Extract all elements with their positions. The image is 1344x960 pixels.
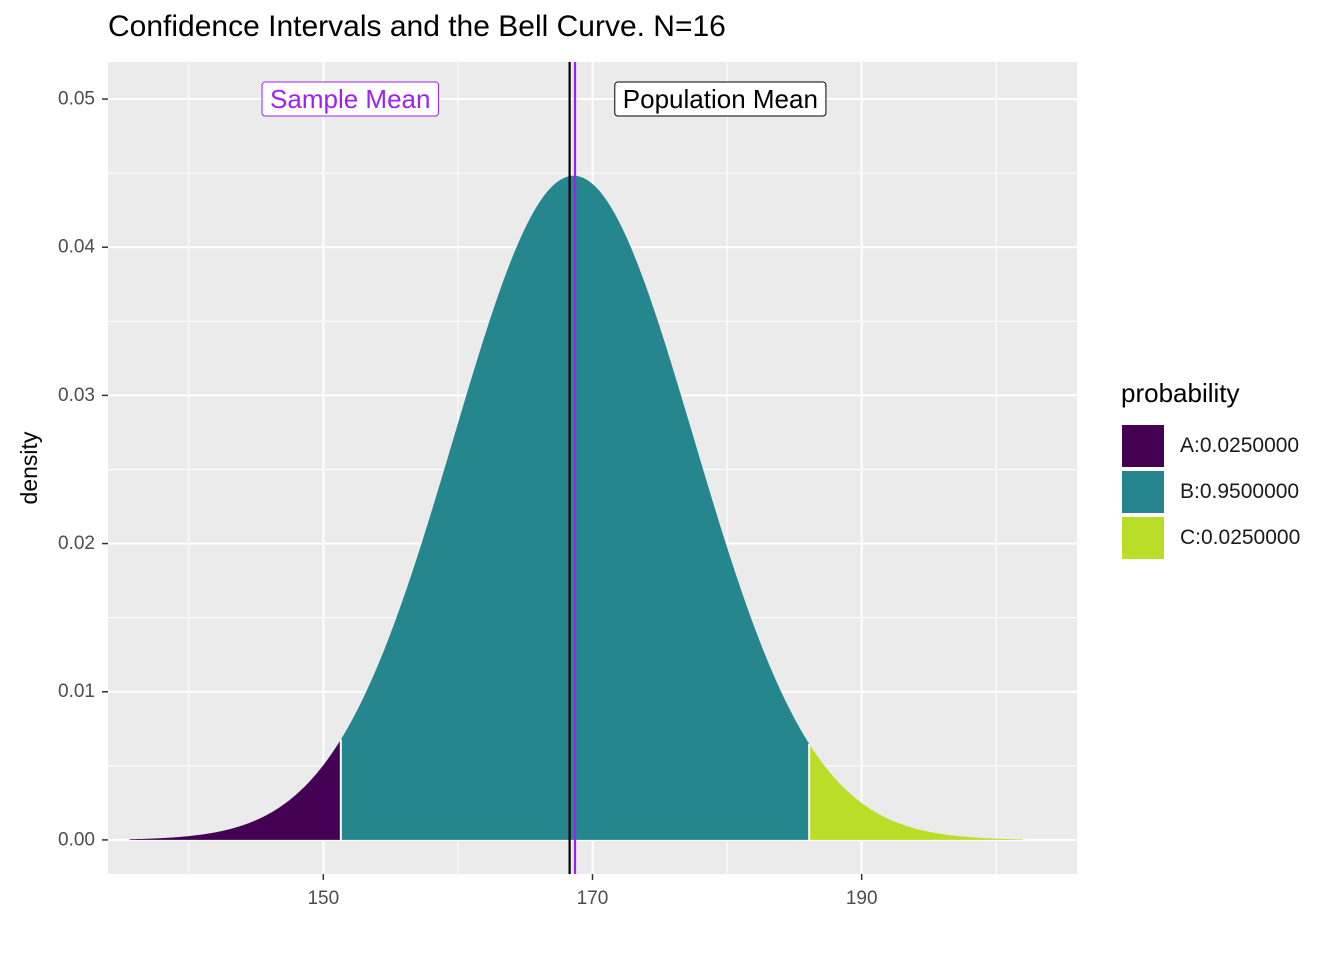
y-tick-label: 0.00 — [58, 829, 95, 850]
y-tick-label: 0.05 — [58, 89, 95, 110]
x-tick-label: 170 — [577, 888, 609, 909]
y-axis-label: density — [16, 431, 42, 504]
x-tick-label: 150 — [307, 888, 339, 909]
y-tick-label: 0.03 — [58, 385, 95, 406]
legend-key-b — [1121, 470, 1165, 514]
legend: probability A:0.0250000 B:0.9500000 C:0.… — [1121, 378, 1300, 561]
density-region-a — [129, 739, 341, 840]
population-mean-label: Population Mean — [623, 84, 818, 114]
population-mean-label-box — [614, 81, 827, 117]
legend-item-b: B:0.9500000 — [1121, 469, 1300, 515]
legend-label-c: C:0.0250000 — [1180, 526, 1301, 549]
mean-lines — [568, 62, 577, 874]
annotations: Sample Mean Population Mean — [261, 81, 827, 117]
legend-key-c — [1121, 516, 1165, 560]
legend-title: probability — [1121, 378, 1240, 408]
legend-item-a: A:0.0250000 — [1121, 423, 1300, 469]
x-axis: 150 170 190 — [307, 874, 878, 909]
y-tick-label: 0.02 — [58, 533, 95, 554]
chart-title: Confidence Intervals and the Bell Curve.… — [108, 10, 726, 43]
legend-label-b: B:0.9500000 — [1180, 480, 1300, 503]
sample-mean-label-box — [261, 81, 439, 117]
y-tick-label: 0.04 — [58, 237, 95, 258]
density-region-c — [809, 743, 1024, 840]
legend-item-c: C:0.0250000 — [1121, 515, 1300, 561]
sample-mean-label: Sample Mean — [270, 84, 430, 114]
legend-label-a: A:0.0250000 — [1180, 434, 1300, 457]
y-tick-label: 0.01 — [58, 681, 95, 702]
legend-key-a — [1121, 424, 1165, 468]
x-tick-label: 190 — [846, 888, 878, 909]
y-axis: 0.00 0.01 0.02 0.03 0.04 0.05 — [58, 89, 108, 850]
